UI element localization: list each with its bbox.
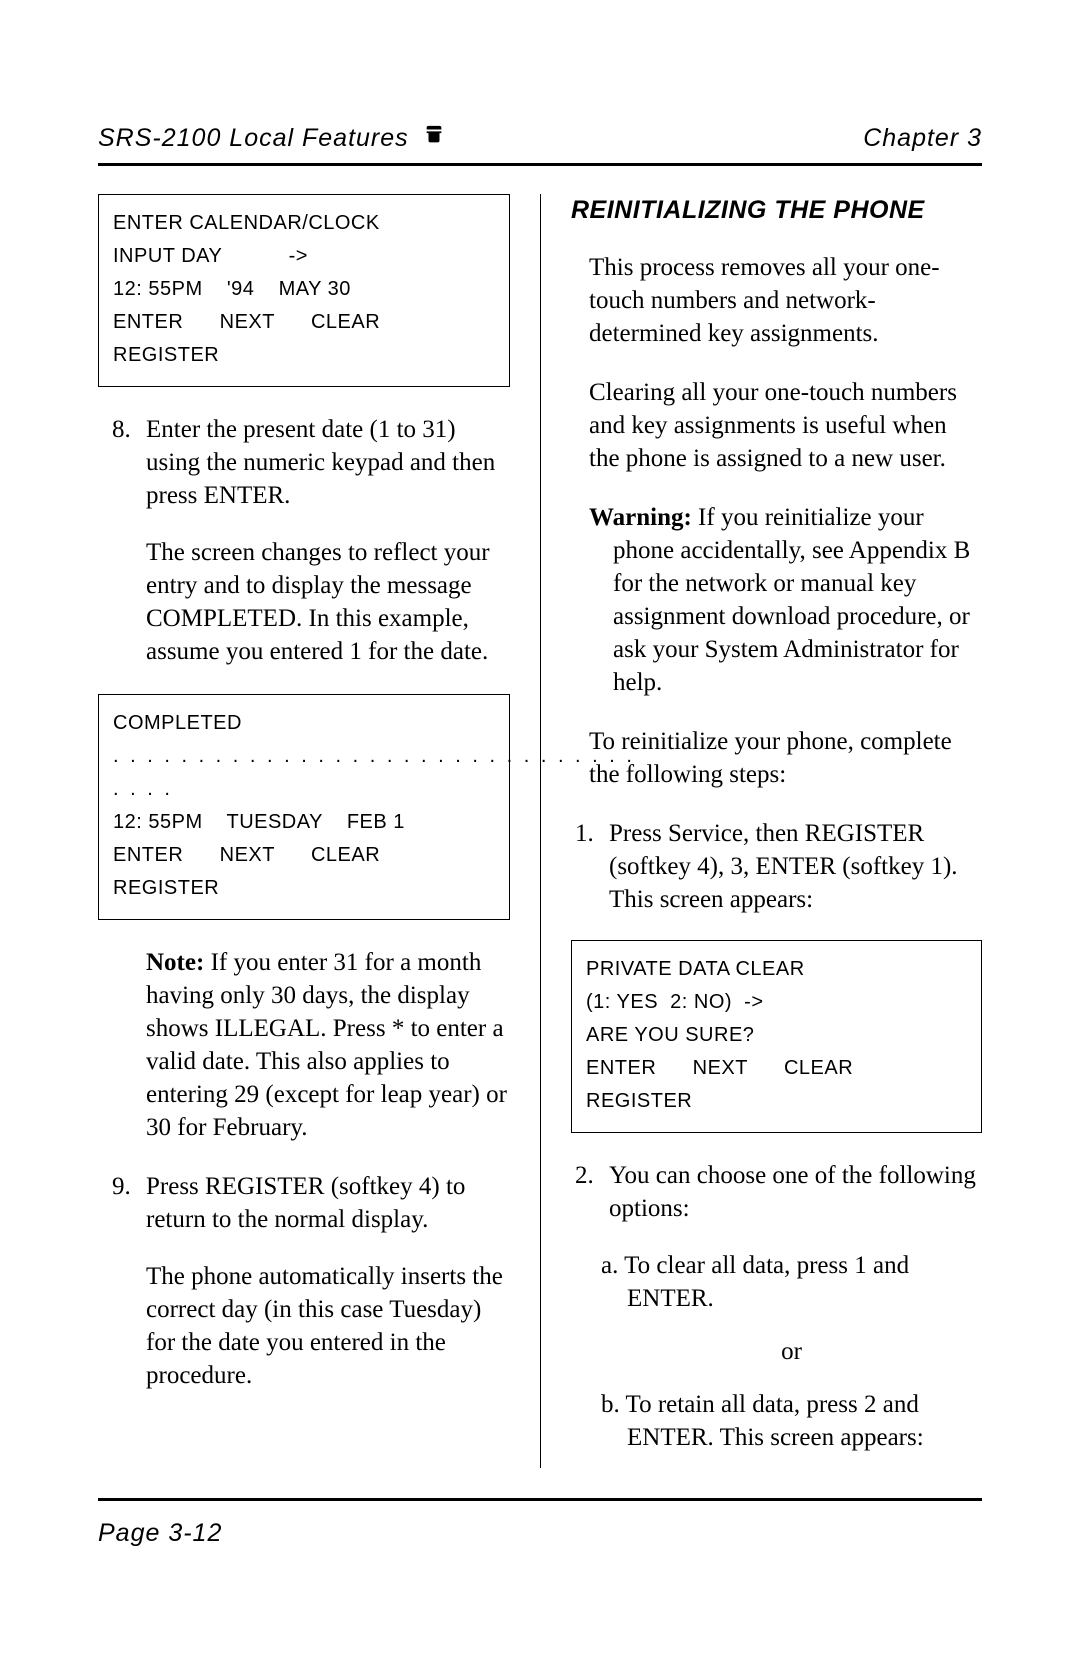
step-text: Press Service, then REGISTER (softkey 4)… [609, 817, 982, 916]
warning-paragraph: Warning: If you reinitialize your phone … [571, 501, 982, 699]
header-title: SRS-2100 Local Features [98, 124, 409, 153]
note-paragraph: Note: If you enter 31 for a month having… [98, 946, 510, 1144]
warning-text: If you reinitialize your phone accidenta… [613, 504, 970, 696]
screen-line: ENTER CALENDAR/CLOCK [113, 207, 495, 240]
screen-line: INPUT DAY -> [113, 240, 495, 273]
screen-private-data-clear: PRIVATE DATA CLEAR (1: YES 2: NO) -> ARE… [571, 940, 982, 1133]
note-label: Note: [146, 949, 204, 976]
screen-line: COMPLETED [113, 707, 495, 740]
footer-rule [98, 1498, 982, 1501]
reinit-step-1: 1. Press Service, then REGISTER (softkey… [571, 817, 982, 916]
step-number: 9. [112, 1170, 146, 1236]
option-a: a. To clear all data, press 1 and ENTER. [571, 1249, 982, 1315]
phone-icon [423, 124, 445, 153]
screen-line: . . . . . . . . . . . . . . . . . . . . … [113, 740, 495, 773]
screen-line: 12: 55PM TUESDAY FEB 1 [113, 806, 495, 839]
screen-line: ENTER NEXT CLEAR [586, 1052, 967, 1085]
header-left: SRS-2100 Local Features [98, 124, 445, 153]
section-heading: REINITIALIZING THE PHONE [571, 194, 982, 227]
page-header: SRS-2100 Local Features Chapter 3 [98, 124, 982, 153]
warning-label: Warning: [589, 504, 692, 531]
step-9: 9. Press REGISTER (softkey 4) to return … [98, 1170, 510, 1236]
or-separator: or [571, 1335, 982, 1368]
screen-line: PRIVATE DATA CLEAR [586, 953, 967, 986]
reinit-p1: This process removes all your one-touch … [571, 251, 982, 350]
note-text: If you enter 31 for a month having only … [146, 949, 507, 1141]
header-rule [98, 163, 982, 166]
step-text: Press REGISTER (softkey 4) to return to … [146, 1170, 510, 1236]
screen-line: 12: 55PM '94 MAY 30 [113, 273, 495, 306]
screen-line: REGISTER [586, 1085, 967, 1118]
page-footer: Page 3-12 [98, 1519, 982, 1548]
reinit-step-2: 2. You can choose one of the following o… [571, 1159, 982, 1225]
left-column: ENTER CALENDAR/CLOCK INPUT DAY -> 12: 55… [98, 194, 540, 1468]
screen-line: . . . . [113, 773, 495, 806]
header-chapter: Chapter 3 [863, 124, 982, 153]
screen-line: ENTER NEXT CLEAR [113, 839, 495, 872]
screen-line: REGISTER [113, 872, 495, 905]
screen-line: ARE YOU SURE? [586, 1019, 967, 1052]
step-9-followup: The phone automatically inserts the corr… [98, 1260, 510, 1392]
step-text: Enter the present date (1 to 31) using t… [146, 413, 510, 512]
step-text: You can choose one of the following opti… [609, 1159, 982, 1225]
option-b: b. To retain all data, press 2 and ENTER… [571, 1388, 982, 1454]
step-number: 8. [112, 413, 146, 512]
screen-calendar-clock: ENTER CALENDAR/CLOCK INPUT DAY -> 12: 55… [98, 194, 510, 387]
screen-line: (1: YES 2: NO) -> [586, 986, 967, 1019]
screen-line: REGISTER [113, 339, 495, 372]
screen-completed: COMPLETED . . . . . . . . . . . . . . . … [98, 694, 510, 920]
step-8: 8. Enter the present date (1 to 31) usin… [98, 413, 510, 512]
step-number: 1. [575, 817, 609, 916]
reinit-p3: To reinitialize your phone, complete the… [571, 725, 982, 791]
reinit-p2: Clearing all your one-touch numbers and … [571, 376, 982, 475]
screen-line: ENTER NEXT CLEAR [113, 306, 495, 339]
right-column: REINITIALIZING THE PHONE This process re… [540, 194, 982, 1468]
content-columns: ENTER CALENDAR/CLOCK INPUT DAY -> 12: 55… [98, 194, 982, 1468]
step-number: 2. [575, 1159, 609, 1225]
step-8-followup: The screen changes to reflect your entry… [98, 536, 510, 668]
